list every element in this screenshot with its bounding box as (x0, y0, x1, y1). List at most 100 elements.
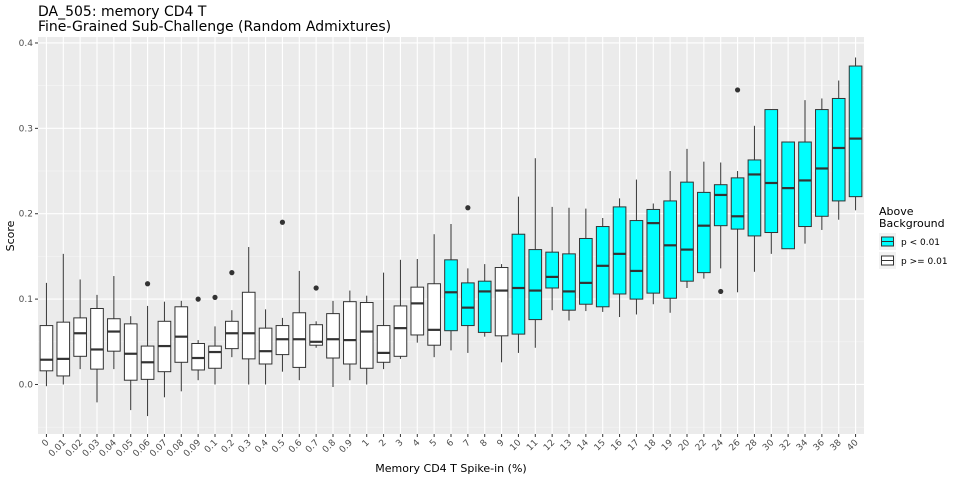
box-iqr (90, 307, 104, 370)
x-tick-label: 4 (411, 438, 422, 449)
box-iqr (73, 317, 87, 357)
x-axis: 00.010.020.030.040.050.060.070.080.09 0.1… (40, 434, 861, 459)
x-tick-label: 12 (542, 438, 557, 453)
legend-items: p < 0.01 p >= 0.01 (879, 233, 948, 269)
x-tick-label: 19 (660, 438, 675, 453)
box-7 (461, 205, 475, 353)
box-series (39, 57, 863, 417)
box-0.09 (191, 296, 205, 381)
box-iqr (107, 318, 121, 352)
legend-label: p >= 0.01 (901, 257, 948, 267)
box-0.04 (107, 276, 121, 370)
box-22 (697, 161, 711, 279)
box-0.8 (326, 300, 340, 388)
box-iqr (511, 233, 526, 335)
outlier-point (313, 285, 319, 291)
box-36 (815, 98, 829, 230)
x-tick-label: 34 (795, 438, 810, 453)
box-iqr (56, 321, 71, 377)
box-iqr (831, 97, 846, 202)
x-tick-label: 6 (445, 438, 456, 449)
x-tick-label: 0.1 (203, 438, 220, 455)
box-0.03 (90, 294, 104, 403)
outlier-point (718, 288, 724, 295)
box-30 (764, 109, 779, 254)
x-tick-label: 0.3 (237, 438, 254, 455)
x-tick-label: 20 (677, 438, 692, 453)
x-tick-label: 3 (394, 438, 405, 449)
box-iqr (444, 259, 458, 332)
box-0.06 (140, 281, 155, 417)
legend-key: p < 0.01 (879, 233, 940, 250)
x-tick-label: 7 (462, 438, 473, 449)
box-6 (444, 223, 458, 351)
x-tick-label: 18 (643, 438, 658, 453)
box-iqr (123, 323, 138, 381)
box-iqr (781, 141, 795, 250)
legend-key: p >= 0.01 (879, 252, 948, 269)
x-tick-label: 8 (479, 438, 490, 449)
box-iqr (39, 325, 54, 372)
x-tick-label: 28 (744, 438, 759, 453)
box-iqr (359, 302, 374, 369)
x-tick-label: 0.08 (165, 438, 186, 459)
x-tick-label: 16 (610, 438, 625, 453)
box-iqr (225, 320, 239, 350)
x-tick-label: 1 (361, 438, 372, 449)
box-34 (798, 100, 812, 244)
x-tick-label: 0.8 (321, 438, 338, 455)
box-iqr (174, 306, 189, 363)
x-tick-label: 32 (778, 438, 793, 453)
box-15 (595, 217, 610, 312)
x-tick-label: 0.7 (304, 438, 321, 455)
box-iqr (663, 200, 677, 299)
x-tick-label: 0.5 (270, 438, 287, 455)
box-iqr (680, 181, 694, 282)
x-tick-label: 0.02 (64, 438, 85, 459)
y-axis: 0.0 0.1 0.2 0.3 0.4 (19, 39, 38, 390)
box-0.6 (292, 270, 307, 381)
box-iqr (427, 283, 441, 346)
x-tick-label: 0.9 (338, 438, 355, 455)
box-19 (663, 171, 677, 313)
box-9 (494, 264, 509, 363)
box-0.2 (225, 270, 239, 358)
box-24 (713, 162, 728, 295)
box-10 (511, 196, 526, 353)
box-iqr (697, 191, 711, 274)
box-4 (410, 258, 425, 343)
x-axis-title: Memory CD4 T Spike-in (%) (375, 462, 526, 475)
outlier-point (465, 205, 471, 211)
chart-title: DA_505: memory CD4 T (38, 4, 207, 20)
box-0.07 (157, 301, 172, 398)
box-0.1 (208, 294, 222, 385)
box-0.01 (56, 253, 71, 385)
box-iqr (393, 305, 408, 357)
box-5 (427, 234, 441, 358)
box-2 (376, 272, 391, 370)
legend-label: p < 0.01 (901, 238, 940, 248)
box-0.3 (241, 247, 256, 385)
x-tick-label: 2 (378, 438, 389, 449)
box-iqr (477, 280, 492, 333)
box-iqr (410, 286, 425, 336)
box-iqr (545, 251, 559, 289)
x-tick-label: 0.05 (115, 438, 136, 459)
y-axis-title: Score (4, 220, 17, 251)
x-tick-label: 0.6 (287, 438, 304, 455)
x-tick-label: 15 (593, 438, 608, 453)
x-tick-label: 0.03 (81, 438, 102, 459)
legend: Above Background p < 0.01 p >= 0.01 (879, 205, 948, 269)
box-iqr (646, 208, 661, 294)
box-iqr (494, 267, 509, 337)
box-iqr (208, 345, 222, 369)
x-tick-label: 0.06 (131, 438, 152, 459)
box-28 (747, 125, 762, 272)
box-iqr (343, 301, 357, 365)
legend-title-line1: Above (879, 205, 914, 218)
box-0.5 (275, 219, 290, 372)
x-tick-label: 30 (761, 438, 776, 453)
box-0.9 (343, 290, 357, 381)
box-3 (393, 259, 408, 359)
box-iqr (326, 313, 340, 359)
